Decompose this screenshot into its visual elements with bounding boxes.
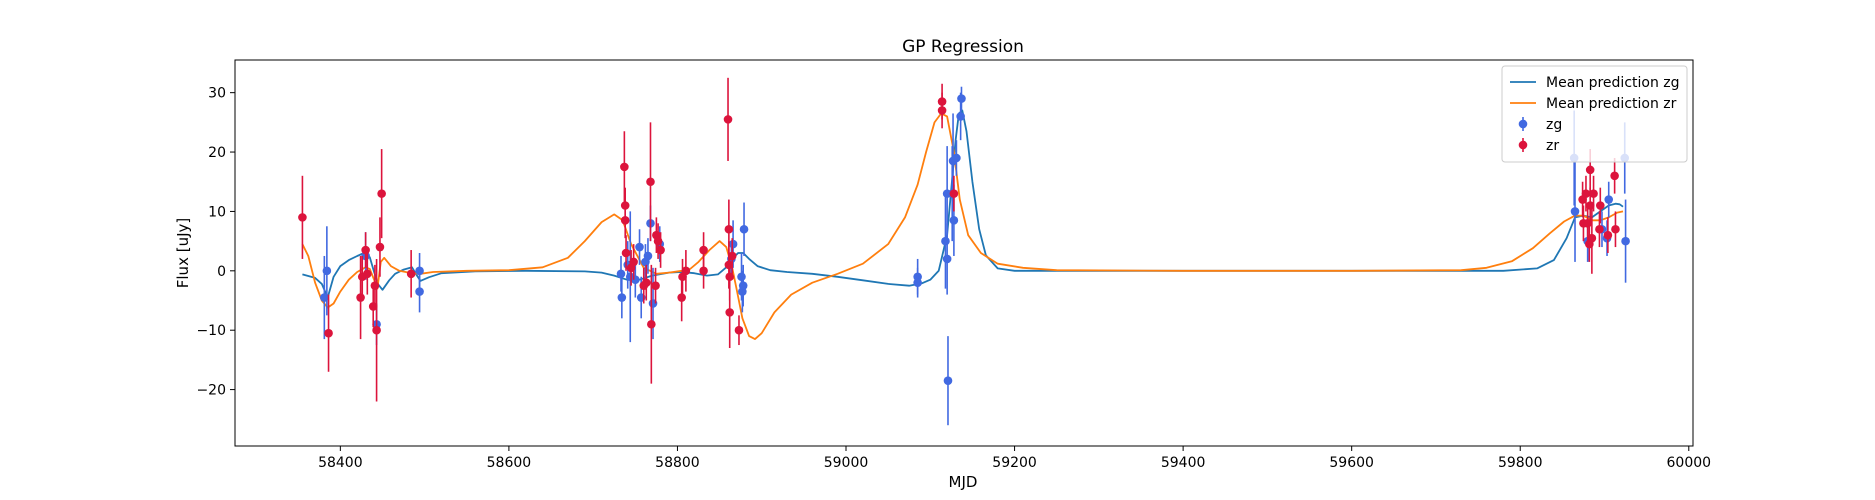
zr-data-point [646, 177, 655, 187]
zr-data-point [651, 281, 660, 290]
y-tick-label: −20 [196, 383, 226, 399]
zg-data-point [949, 216, 959, 225]
x-tick-label: 59800 [1498, 455, 1543, 471]
zg-data-point [913, 278, 922, 287]
zr-data-point [724, 260, 734, 270]
zr-data-point [361, 245, 370, 255]
y-tick-label: 10 [208, 204, 226, 220]
zr-data-point [677, 293, 686, 302]
zg-data-point [942, 254, 952, 264]
y-tick-label: 20 [208, 145, 226, 161]
zg-data-point [952, 153, 961, 163]
x-axis-label: MJD [949, 473, 978, 491]
legend-box [1501, 65, 1688, 163]
zg-data-point [617, 293, 627, 302]
zr-data-point [734, 325, 744, 335]
x-tick-label: 60000 [1667, 455, 1712, 471]
y-tick-label: 30 [208, 86, 226, 102]
plot-area: 58400 58600 58800 59000 59200 59400 59600 59800… [196, 59, 1711, 471]
zg-data-point [737, 272, 746, 282]
zg-data-point [635, 242, 644, 252]
zr-data-point [370, 281, 380, 290]
zr-data-point [1595, 224, 1604, 234]
zr-data-point [727, 251, 737, 261]
legend-marker-zr [1518, 140, 1528, 150]
zr-data-point [1595, 201, 1605, 210]
legend-label-mean-prediction-zr: Mean prediction zr [1546, 96, 1677, 112]
zr-data-point [681, 266, 691, 276]
zr-data-point [324, 328, 333, 338]
y-tick-label: −10 [196, 323, 226, 339]
zr-data-point [1585, 165, 1595, 175]
x-tick-label: 59600 [1329, 455, 1374, 471]
zr-data-point [356, 293, 365, 302]
zg-data-point [415, 287, 424, 296]
y-axis-ticks: −20 −10 0 10 20 30 [196, 86, 235, 399]
zg-data-point [1604, 195, 1614, 204]
zg-data-point [643, 251, 653, 261]
zg-data-point [943, 376, 953, 385]
zr-data-point [1611, 224, 1620, 234]
zr-data-point [949, 189, 959, 198]
y-axis-label: Flux [uJy] [174, 218, 192, 288]
zr-data-point [629, 257, 638, 267]
x-tick-label: 59200 [992, 455, 1037, 471]
zr-data-point [641, 278, 651, 287]
x-tick-label: 58800 [655, 455, 700, 471]
zg-data-point [616, 269, 626, 279]
zg-data-point [956, 112, 965, 121]
zr-data-point [620, 216, 630, 225]
legend-label-mean-prediction-zg: Mean prediction zg [1546, 75, 1680, 91]
zg-data-point [941, 236, 950, 246]
zr-data-point [375, 242, 385, 252]
zr-data-point [620, 162, 629, 172]
zr-data-point [725, 308, 735, 317]
zr-data-point [1587, 233, 1597, 243]
x-tick-label: 58600 [487, 455, 532, 471]
observation-errorbars [298, 77, 1630, 426]
zr-data-point [1610, 171, 1619, 181]
zr-data-point [298, 213, 307, 222]
zr-data-point [1589, 189, 1598, 198]
x-axis-ticks: 58400 58600 58800 59000 59200 59400 59600 59800… [318, 446, 1711, 471]
legend-label-zg: zg [1546, 117, 1562, 133]
zr-data-point [363, 269, 372, 279]
zg-data-point [1570, 207, 1580, 216]
zr-data-point [1581, 189, 1591, 198]
legend-marker-zg [1518, 119, 1528, 129]
x-tick-label: 59400 [1161, 455, 1206, 471]
zg-data-point [631, 275, 640, 285]
zr-data-point [937, 97, 947, 106]
zr-data-point [656, 245, 665, 255]
zr-data-point [1603, 230, 1613, 240]
x-tick-label: 59000 [824, 455, 869, 471]
zr-data-point [621, 248, 631, 258]
zg-data-point [728, 239, 738, 249]
zg-data-point [739, 224, 749, 234]
zr-data-point [699, 245, 708, 255]
legend: Mean prediction zg Mean prediction zr zg zr [1501, 65, 1688, 163]
legend-label-zr: zr [1546, 138, 1559, 154]
zr-data-point [406, 269, 416, 279]
zr-data-point [647, 319, 656, 329]
zg-data-point [1621, 236, 1630, 246]
zg-data-point [322, 266, 332, 276]
plot-frame [234, 59, 1694, 447]
zr-data-point [372, 325, 381, 335]
zg-data-point [738, 281, 748, 290]
chart-title: GP Regression [902, 37, 1024, 57]
y-tick-label: 0 [217, 264, 226, 280]
zg-data-point [957, 94, 966, 103]
zr-data-point [699, 266, 708, 276]
zr-data-point [377, 189, 386, 198]
zr-data-point [724, 224, 734, 234]
zr-data-point [723, 115, 733, 124]
x-tick-label: 58400 [318, 455, 363, 471]
